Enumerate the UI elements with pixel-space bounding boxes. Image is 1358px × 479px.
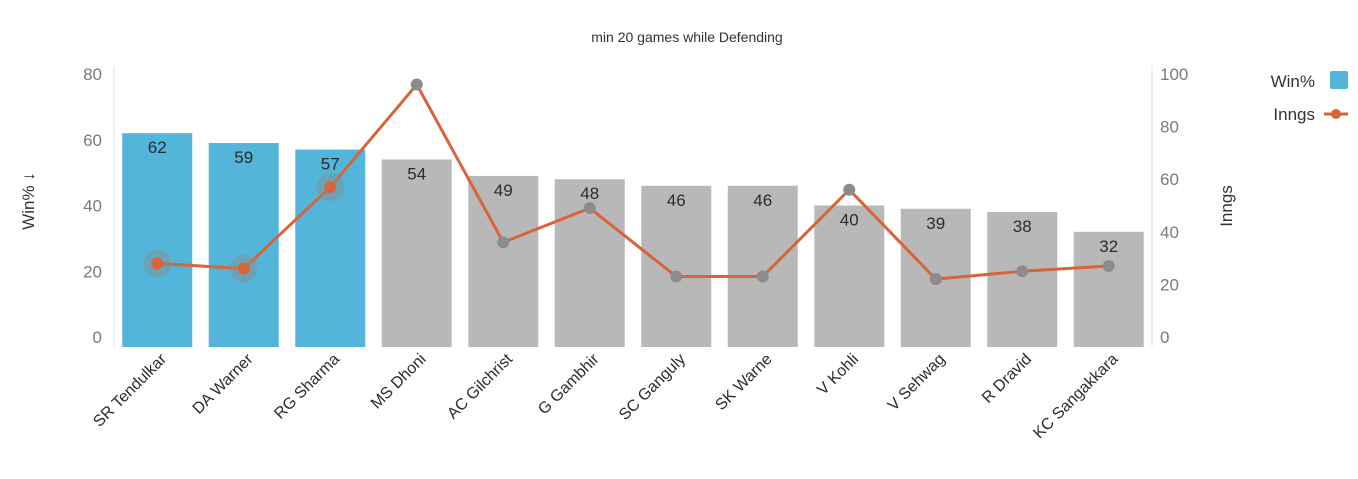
y2-tick-label: 100 bbox=[1160, 65, 1188, 84]
y2-tick-label: 0 bbox=[1160, 328, 1169, 347]
bar-winpct[interactable] bbox=[468, 175, 539, 347]
inngs-point[interactable] bbox=[670, 270, 683, 283]
bar-value-label: 49 bbox=[494, 181, 513, 200]
left-axis-ticks: 0 20 40 60 80 bbox=[83, 65, 102, 347]
y2-tick-label: 80 bbox=[1160, 118, 1179, 137]
category-label: G Gambhir bbox=[535, 350, 603, 418]
inngs-point[interactable] bbox=[497, 236, 510, 249]
category-label: V Sehwag bbox=[885, 351, 949, 415]
inngs-point[interactable] bbox=[151, 257, 164, 270]
inngs-line-layer bbox=[157, 83, 1109, 281]
bar-winpct[interactable] bbox=[381, 159, 452, 347]
y2-axis-title: Inngs bbox=[1217, 185, 1236, 227]
legend: Win% Inngs bbox=[1271, 71, 1348, 124]
category-label: MS Dhoni bbox=[368, 351, 430, 413]
inngs-line bbox=[157, 83, 1109, 281]
inngs-point[interactable] bbox=[843, 183, 856, 196]
bar-value-label: 54 bbox=[407, 164, 426, 183]
inngs-point[interactable] bbox=[756, 270, 769, 283]
bar-value-label: 39 bbox=[926, 214, 945, 233]
legend-swatch-winpct bbox=[1330, 71, 1348, 89]
inngs-point[interactable] bbox=[410, 78, 423, 91]
inngs-point[interactable] bbox=[1016, 265, 1029, 278]
right-axis-ticks: 0 20 40 60 80 100 bbox=[1160, 65, 1188, 347]
bar-value-label: 57 bbox=[321, 155, 340, 174]
inngs-point[interactable] bbox=[1102, 259, 1115, 272]
y2-tick-label: 40 bbox=[1160, 223, 1179, 242]
bar-value-label: 46 bbox=[753, 191, 772, 210]
legend-label-winpct: Win% bbox=[1271, 72, 1315, 91]
inngs-point[interactable] bbox=[583, 202, 596, 215]
bar-winpct[interactable] bbox=[1073, 231, 1144, 347]
y-axis-title: Win% ↓ bbox=[19, 172, 38, 230]
category-label: RG Sharma bbox=[271, 351, 343, 423]
legend-dot-inngs bbox=[1331, 109, 1341, 119]
category-label: KC Sangakkara bbox=[1030, 351, 1121, 442]
y-tick-label: 20 bbox=[83, 262, 102, 281]
y2-tick-label: 60 bbox=[1160, 170, 1179, 189]
bar-winpct[interactable] bbox=[122, 133, 193, 347]
bar-value-label: 59 bbox=[234, 148, 253, 167]
category-label: V Kohli bbox=[814, 351, 862, 399]
y2-tick-label: 20 bbox=[1160, 275, 1179, 294]
bar-value-label: 48 bbox=[580, 184, 599, 203]
category-label: R Dravid bbox=[979, 351, 1035, 407]
bar-winpct[interactable] bbox=[814, 205, 885, 348]
category-label: SR Tendulkar bbox=[90, 350, 170, 430]
category-labels: SR Tendulkar DA Warner RG Sharma MS Dhoni AC… bbox=[90, 350, 1121, 442]
category-label: SK Warne bbox=[712, 351, 775, 414]
bar-labels-layer: 62 59 57 54 49 48 46 46 40 39 38 32 bbox=[148, 138, 1118, 256]
y-tick-label: 40 bbox=[83, 197, 102, 216]
bar-winpct[interactable] bbox=[727, 185, 798, 347]
bar-winpct[interactable] bbox=[641, 185, 712, 347]
y-tick-label: 60 bbox=[83, 131, 102, 150]
y-tick-label: 0 bbox=[93, 328, 102, 347]
bars-layer bbox=[122, 133, 1144, 347]
inngs-point[interactable] bbox=[324, 181, 337, 194]
bar-value-label: 40 bbox=[840, 211, 859, 230]
bar-value-label: 62 bbox=[148, 138, 167, 157]
chart-title: min 20 games while Defending bbox=[591, 29, 782, 45]
bar-value-label: 46 bbox=[667, 191, 686, 210]
inngs-points-layer bbox=[143, 78, 1115, 286]
bar-value-label: 32 bbox=[1099, 237, 1118, 256]
category-label: DA Warner bbox=[190, 350, 257, 417]
bar-winpct[interactable] bbox=[987, 212, 1058, 347]
bar-value-label: 38 bbox=[1013, 217, 1032, 236]
category-label: AC Gilchrist bbox=[444, 350, 516, 422]
category-label: SC Ganguly bbox=[616, 351, 689, 424]
inngs-point[interactable] bbox=[929, 273, 942, 286]
legend-label-inngs: Inngs bbox=[1273, 105, 1315, 124]
inngs-point[interactable] bbox=[237, 262, 250, 275]
y-tick-label: 80 bbox=[83, 65, 102, 84]
